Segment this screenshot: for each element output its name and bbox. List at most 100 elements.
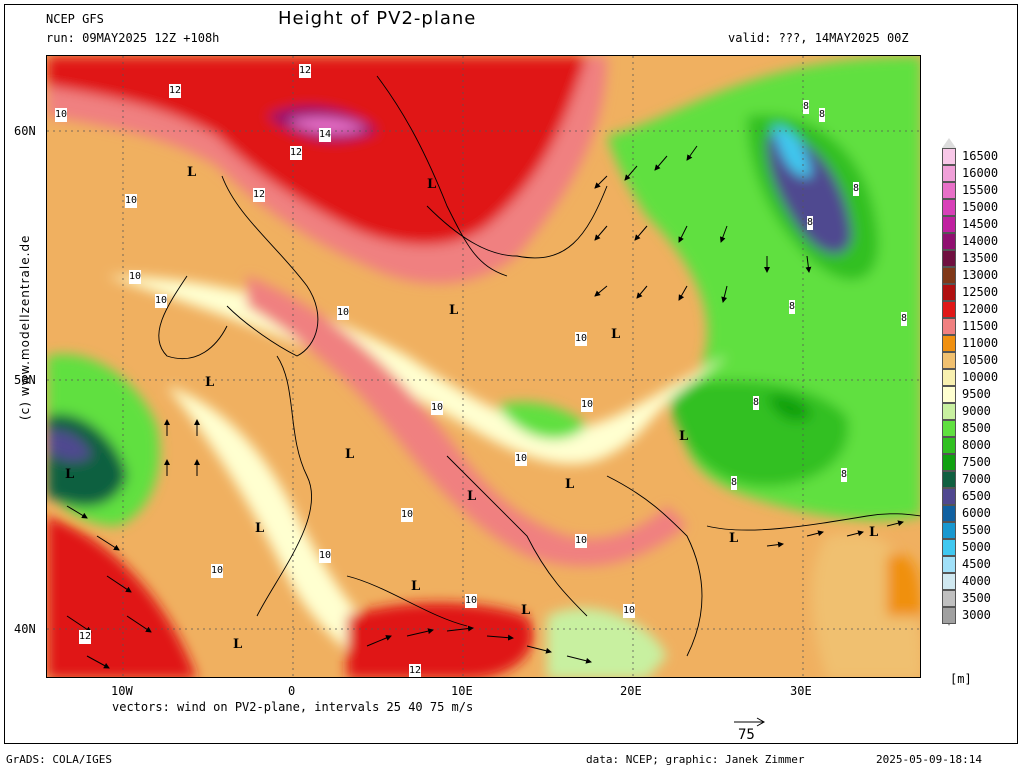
low-marker: L bbox=[233, 637, 243, 652]
legend-label: 12000 bbox=[962, 302, 999, 316]
coastlines bbox=[158, 75, 920, 657]
contour-label: 10 bbox=[581, 398, 594, 412]
contour-label: 10 bbox=[211, 564, 224, 578]
low-marker: L bbox=[345, 447, 355, 462]
legend-swatch bbox=[942, 403, 956, 420]
legend-label: 13000 bbox=[962, 268, 999, 282]
contour-label: 10 bbox=[125, 194, 138, 208]
contour-label: 8 bbox=[819, 108, 826, 122]
low-marker: L bbox=[187, 165, 197, 180]
vectors-caption: vectors: wind on PV2-plane, intervals 25… bbox=[112, 700, 474, 714]
legend-label: 7500 bbox=[962, 455, 991, 469]
contour-label: 8 bbox=[853, 182, 860, 196]
low-marker: L bbox=[411, 579, 421, 594]
lon-label-20e: 20E bbox=[620, 684, 642, 698]
low-marker: L bbox=[467, 489, 477, 504]
legend-label: 11500 bbox=[962, 319, 999, 333]
plot-frame bbox=[4, 4, 1018, 744]
legend-label: 15500 bbox=[962, 183, 999, 197]
low-marker: L bbox=[729, 531, 739, 546]
contour-label: 8 bbox=[807, 216, 814, 230]
legend-label: 6500 bbox=[962, 489, 991, 503]
legend-swatch bbox=[942, 165, 956, 182]
legend-label: 4500 bbox=[962, 557, 991, 571]
legend-swatch bbox=[942, 284, 956, 301]
legend-swatch bbox=[942, 318, 956, 335]
contour-label: 8 bbox=[731, 476, 738, 490]
legend-label: 13500 bbox=[962, 251, 999, 265]
side-credit: (c) www.modellzentrale.de bbox=[18, 234, 32, 420]
low-marker: L bbox=[611, 327, 621, 342]
legend-swatch bbox=[942, 573, 956, 590]
legend-swatch bbox=[942, 590, 956, 607]
legend-label: 10000 bbox=[962, 370, 999, 384]
height-field-shading bbox=[47, 56, 920, 677]
contour-label: 8 bbox=[901, 312, 908, 326]
legend-swatch bbox=[942, 539, 956, 556]
pv2-height-map: 12 12 12 14 12 10 10 10 10 10 10 10 10 1… bbox=[46, 55, 921, 678]
contour-label: 12 bbox=[409, 664, 422, 677]
legend-label: 14000 bbox=[962, 234, 999, 248]
legend-swatch bbox=[942, 182, 956, 199]
map-title: Height of PV2-plane bbox=[278, 8, 477, 29]
map-canvas bbox=[47, 56, 920, 677]
contour-label: 10 bbox=[575, 332, 588, 346]
lon-label-30e: 30E bbox=[790, 684, 812, 698]
legend-swatch bbox=[942, 420, 956, 437]
contour-label: 14 bbox=[319, 128, 332, 142]
contour-label: 10 bbox=[575, 534, 588, 548]
reference-vector-label: 75 bbox=[738, 727, 755, 743]
contour-label: 10 bbox=[319, 549, 332, 563]
legend-label: 12500 bbox=[962, 285, 999, 299]
grads-credit: GrADS: COLA/IGES bbox=[6, 753, 112, 766]
contour-label: 12 bbox=[79, 630, 92, 644]
contour-label: 10 bbox=[337, 306, 350, 320]
legend-label: 4000 bbox=[962, 574, 991, 588]
legend-label: 5000 bbox=[962, 540, 991, 554]
contour-label: 10 bbox=[515, 452, 528, 466]
contour-label: 10 bbox=[465, 594, 478, 608]
legend-swatch bbox=[942, 556, 956, 573]
low-marker: L bbox=[449, 303, 459, 318]
legend-label: 5500 bbox=[962, 523, 991, 537]
timestamp: 2025-05-09-18:14 bbox=[876, 753, 982, 766]
contour-label: 10 bbox=[401, 508, 414, 522]
legend-swatch bbox=[942, 250, 956, 267]
legend-swatch bbox=[942, 386, 956, 403]
low-marker: L bbox=[255, 521, 265, 536]
valid-time: valid: ???, 14MAY2025 00Z bbox=[728, 31, 909, 45]
legend-swatch bbox=[942, 148, 956, 165]
legend-swatch bbox=[942, 233, 956, 250]
contour-label: 10 bbox=[431, 401, 444, 415]
reference-vector-arrow bbox=[734, 717, 766, 727]
wind-vectors bbox=[66, 145, 904, 669]
legend-swatch bbox=[942, 335, 956, 352]
run-info: run: 09MAY2025 12Z +108h bbox=[46, 31, 220, 45]
contour-label: 8 bbox=[841, 468, 848, 482]
contour-label: 12 bbox=[290, 146, 303, 160]
low-marker: L bbox=[679, 429, 689, 444]
legend-label: 9000 bbox=[962, 404, 991, 418]
low-marker: L bbox=[427, 177, 437, 192]
legend-label: 15000 bbox=[962, 200, 999, 214]
legend-label: 16000 bbox=[962, 166, 999, 180]
graphic-credit: data: NCEP; graphic: Janek Zimmer bbox=[586, 753, 805, 766]
contour-label: 10 bbox=[155, 294, 168, 308]
contour-label: 8 bbox=[753, 396, 760, 410]
low-marker: L bbox=[65, 467, 75, 482]
legend-swatch bbox=[942, 505, 956, 522]
lat-label-60n: 60N bbox=[14, 124, 36, 138]
legend-label: 6000 bbox=[962, 506, 991, 520]
legend-swatch bbox=[942, 369, 956, 386]
legend-label: 8500 bbox=[962, 421, 991, 435]
legend-swatch bbox=[942, 607, 956, 624]
contour-label: 10 bbox=[623, 604, 636, 618]
legend-swatch bbox=[942, 488, 956, 505]
low-marker: L bbox=[205, 375, 215, 390]
legend-label: 10500 bbox=[962, 353, 999, 367]
lat-label-50n: 50N bbox=[14, 373, 36, 387]
contour-label: 8 bbox=[803, 100, 810, 114]
legend-swatch bbox=[942, 199, 956, 216]
lat-label-40n: 40N bbox=[14, 622, 36, 636]
legend-label: 9500 bbox=[962, 387, 991, 401]
